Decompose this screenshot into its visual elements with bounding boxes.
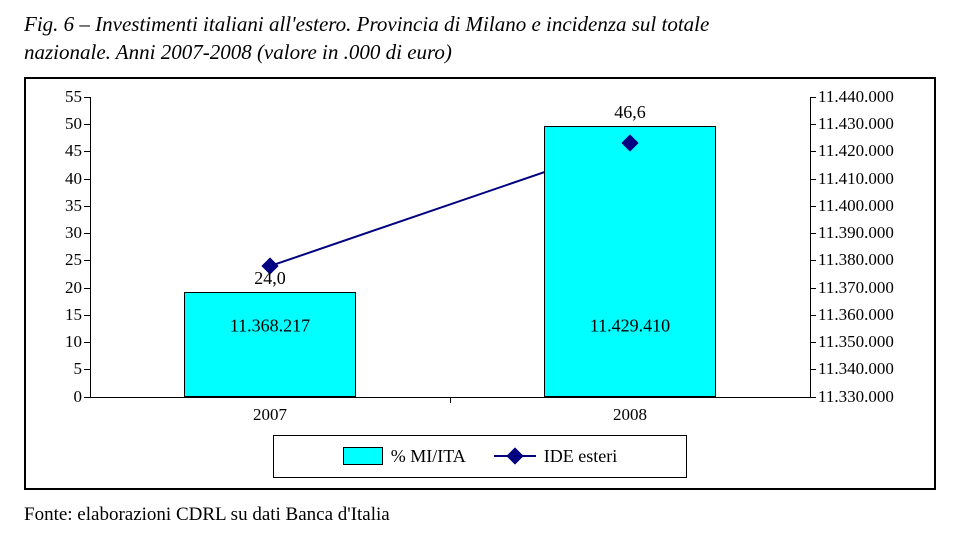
chart-plot-area: 051015202530354045505511.330.00011.340.0…: [50, 97, 910, 417]
legend-swatch-bar: [343, 447, 383, 465]
legend-label-line: IDE esteri: [544, 446, 617, 467]
tick-right: [810, 179, 816, 180]
title-line-2: nazionale. Anni 2007-2008 (valore in .00…: [24, 40, 452, 64]
tick-left: [84, 397, 90, 398]
y-left-label: 5: [48, 359, 82, 379]
tick-left: [84, 206, 90, 207]
figure-title: Fig. 6 – Investimenti italiani all'ester…: [24, 10, 936, 67]
bar-value-label: 11.429.410: [590, 315, 670, 336]
tick-left: [84, 179, 90, 180]
tick-left: [84, 342, 90, 343]
tick-left: [84, 124, 90, 125]
tick-left: [84, 233, 90, 234]
y-right-label: 11.360.000: [818, 305, 918, 325]
title-line-1: Fig. 6 – Investimenti italiani all'ester…: [24, 12, 709, 36]
y-left-label: 15: [48, 305, 82, 325]
legend-label-bar: % MI/ITA: [391, 446, 466, 467]
y-left-label: 45: [48, 141, 82, 161]
y-right-label: 11.430.000: [818, 114, 918, 134]
tick-right: [810, 397, 816, 398]
line-value-label: 46,6: [614, 102, 646, 123]
y-right-label: 11.340.000: [818, 359, 918, 379]
tick-right: [810, 260, 816, 261]
tick-left: [84, 260, 90, 261]
tick-left: [84, 151, 90, 152]
bar: [544, 126, 717, 397]
y-right-label: 11.330.000: [818, 387, 918, 407]
legend-item-line: IDE esteri: [494, 446, 617, 467]
x-category-label: 2007: [253, 405, 287, 425]
tick-right: [810, 369, 816, 370]
tick-bottom: [450, 397, 451, 403]
y-left-label: 30: [48, 223, 82, 243]
y-left-label: 55: [48, 87, 82, 107]
y-left-label: 10: [48, 332, 82, 352]
tick-right: [810, 315, 816, 316]
tick-right: [810, 97, 816, 98]
y-right-label: 11.400.000: [818, 196, 918, 216]
chart-outer-border: 0 5 10 15 20 25 30 35 40 45 50 55 11.330.000 11.340.0…: [24, 77, 936, 490]
legend-swatch-line: [494, 455, 536, 457]
y-right-label: 11.380.000: [818, 250, 918, 270]
bar: [184, 292, 357, 396]
legend-item-bar: % MI/ITA: [343, 446, 466, 467]
tick-left: [84, 288, 90, 289]
y-left-label: 25: [48, 250, 82, 270]
tick-right: [810, 206, 816, 207]
y-left-label: 35: [48, 196, 82, 216]
y-right-label: 11.410.000: [818, 169, 918, 189]
legend: % MI/ITA IDE esteri: [273, 435, 687, 478]
y-left-label: 50: [48, 114, 82, 134]
y-left-label: 0: [48, 387, 82, 407]
figure-source: Fonte: elaborazioni CDRL su dati Banca d…: [24, 504, 936, 526]
y-left-label: 40: [48, 169, 82, 189]
y-axis-left: [90, 97, 91, 397]
y-right-label: 11.440.000: [818, 87, 918, 107]
tick-right: [810, 124, 816, 125]
tick-left: [84, 97, 90, 98]
tick-left: [84, 369, 90, 370]
y-right-label: 11.420.000: [818, 141, 918, 161]
bar-value-label: 11.368.217: [230, 315, 310, 336]
tick-right: [810, 342, 816, 343]
tick-right: [810, 233, 816, 234]
y-right-label: 11.390.000: [818, 223, 918, 243]
y-right-label: 11.350.000: [818, 332, 918, 352]
tick-left: [84, 315, 90, 316]
legend-marker-icon: [506, 448, 523, 465]
y-axis-right: [810, 97, 811, 397]
line-value-label: 24,0: [254, 268, 286, 289]
x-category-label: 2008: [613, 405, 647, 425]
figure-container: Fig. 6 – Investimenti italiani all'ester…: [0, 0, 960, 534]
tick-right: [810, 288, 816, 289]
y-left-label: 20: [48, 278, 82, 298]
y-right-label: 11.370.000: [818, 278, 918, 298]
tick-right: [810, 151, 816, 152]
